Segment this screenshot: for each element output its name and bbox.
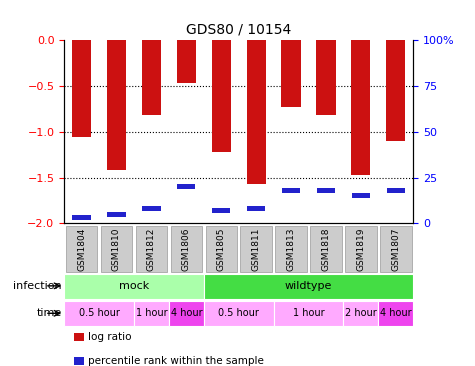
- Bar: [282, 40, 301, 107]
- Text: GDS80 / 10154: GDS80 / 10154: [186, 23, 291, 37]
- Text: percentile rank within the sample: percentile rank within the sample: [88, 355, 264, 366]
- Bar: [212, 40, 231, 152]
- FancyBboxPatch shape: [169, 302, 204, 326]
- Text: GSM1805: GSM1805: [217, 227, 226, 270]
- Bar: [142, 206, 161, 211]
- Text: 4 hour: 4 hour: [380, 308, 412, 318]
- Text: infection: infection: [13, 281, 62, 291]
- Text: 1 hour: 1 hour: [293, 308, 324, 318]
- Bar: [177, 184, 195, 189]
- FancyBboxPatch shape: [206, 226, 237, 272]
- FancyBboxPatch shape: [380, 226, 411, 272]
- FancyBboxPatch shape: [134, 302, 169, 326]
- Bar: [387, 188, 405, 193]
- Text: wildtype: wildtype: [285, 281, 332, 291]
- Text: GSM1812: GSM1812: [147, 227, 156, 270]
- Bar: [247, 206, 265, 211]
- FancyBboxPatch shape: [204, 274, 413, 299]
- Bar: [72, 40, 91, 137]
- Text: GSM1811: GSM1811: [252, 227, 261, 270]
- FancyBboxPatch shape: [274, 302, 343, 326]
- Bar: [107, 40, 126, 170]
- Text: mock: mock: [119, 281, 149, 291]
- Bar: [107, 212, 125, 217]
- Text: 2 hour: 2 hour: [345, 308, 377, 318]
- FancyBboxPatch shape: [64, 302, 134, 326]
- FancyBboxPatch shape: [66, 226, 97, 272]
- FancyBboxPatch shape: [310, 226, 342, 272]
- Text: GSM1818: GSM1818: [322, 227, 331, 270]
- Bar: [282, 188, 300, 193]
- FancyBboxPatch shape: [379, 302, 413, 326]
- Bar: [316, 40, 335, 115]
- Text: GSM1813: GSM1813: [286, 227, 295, 270]
- Text: 4 hour: 4 hour: [171, 308, 202, 318]
- Text: GSM1804: GSM1804: [77, 227, 86, 270]
- Text: GSM1807: GSM1807: [391, 227, 400, 270]
- Bar: [212, 208, 230, 213]
- Text: GSM1806: GSM1806: [182, 227, 191, 270]
- Text: GSM1819: GSM1819: [356, 227, 365, 270]
- FancyBboxPatch shape: [276, 226, 307, 272]
- FancyBboxPatch shape: [101, 226, 132, 272]
- FancyBboxPatch shape: [64, 274, 204, 299]
- Bar: [177, 40, 196, 83]
- Bar: [386, 40, 405, 141]
- FancyBboxPatch shape: [204, 302, 274, 326]
- Bar: [142, 40, 161, 115]
- FancyBboxPatch shape: [345, 226, 377, 272]
- FancyBboxPatch shape: [136, 226, 167, 272]
- Text: 1 hour: 1 hour: [135, 308, 167, 318]
- FancyBboxPatch shape: [171, 226, 202, 272]
- FancyBboxPatch shape: [343, 302, 379, 326]
- Text: time: time: [37, 308, 62, 318]
- Bar: [73, 215, 91, 220]
- Bar: [247, 40, 266, 184]
- FancyBboxPatch shape: [240, 226, 272, 272]
- Text: log ratio: log ratio: [88, 332, 132, 342]
- Text: 0.5 hour: 0.5 hour: [218, 308, 259, 318]
- Bar: [352, 40, 370, 175]
- Text: 0.5 hour: 0.5 hour: [78, 308, 120, 318]
- Bar: [352, 193, 370, 198]
- Text: GSM1810: GSM1810: [112, 227, 121, 270]
- Bar: [317, 188, 335, 193]
